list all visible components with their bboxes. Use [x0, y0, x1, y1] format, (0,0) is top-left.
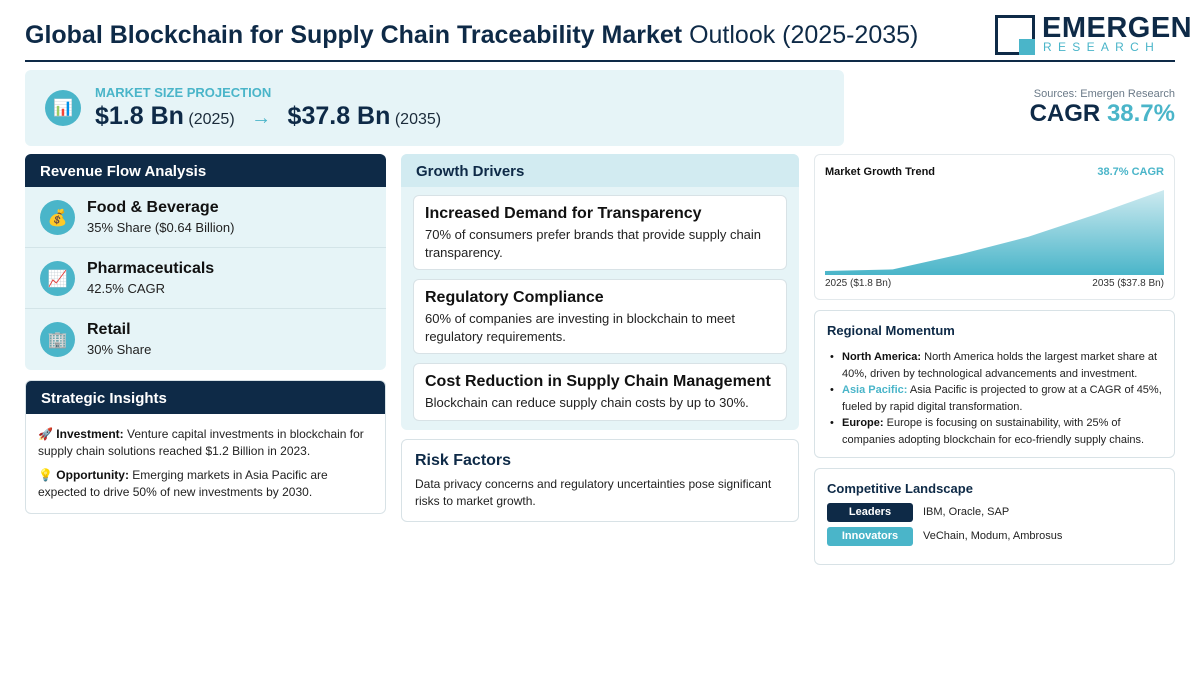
emergen-logo: EMERGEN RESEARCH	[995, 12, 1192, 56]
revenue-flow-title: Revenue Flow Analysis	[25, 154, 386, 187]
trend-x-end-label: 2035 ($37.8 Bn)	[1092, 278, 1164, 289]
driver-title: Cost Reduction in Supply Chain Managemen…	[425, 373, 771, 390]
cagr-value: 38.7%	[1106, 100, 1175, 127]
revenue-item-detail: 42.5% CAGR	[87, 281, 166, 296]
insight-label: Investment:	[56, 427, 124, 441]
revenue-item-detail: 30% Share	[87, 342, 152, 357]
revenue-item-name: Pharmaceuticals	[87, 260, 215, 277]
driver-title: Increased Demand for Transparency	[425, 205, 702, 222]
sources-note: Sources: Emergen Research	[1033, 88, 1175, 100]
projection-end-value: $37.8 Bn	[287, 102, 391, 130]
revenue-item-pharmaceuticals: 📈 Pharmaceuticals 42.5% CAGR	[25, 248, 386, 309]
region-name: North America:	[842, 351, 922, 363]
revenue-item-food-beverage: 💰 Food & Beverage 35% Share ($0.64 Billi…	[25, 187, 386, 248]
logo-name: EMERGEN	[1042, 12, 1193, 44]
risk-factors-text: Data privacy concerns and regulatory unc…	[415, 477, 772, 508]
market-growth-trend-chart: Market Growth Trend 38.7% CAGR 2025 ($1.…	[814, 154, 1175, 300]
leaders-badge: Leaders	[827, 503, 913, 522]
insight-text: Emerging markets in Asia Pacific are exp…	[38, 468, 328, 499]
risk-factors-title: Risk Factors	[415, 452, 512, 469]
growth-drivers-title: Growth Drivers	[401, 154, 799, 187]
region-item-europe: Europe: Europe is focusing on sustainabi…	[827, 415, 1162, 448]
driver-text: 60% of companies are investing in blockc…	[425, 311, 736, 344]
page-header: Global Blockchain for Supply Chain Trace…	[25, 12, 1192, 62]
strategic-insights-body: 🚀 Investment: Venture capital investment…	[26, 414, 385, 513]
driver-card-regulatory: Regulatory Compliance 60% of companies a…	[413, 279, 787, 354]
projection-values: $1.8 Bn (2025) → $37.8 Bn (2035)	[95, 102, 441, 131]
trend-area-series	[825, 190, 1164, 275]
projection-label: MARKET SIZE PROJECTION	[95, 85, 272, 100]
insight-label: Opportunity:	[56, 468, 129, 482]
trend-title: Market Growth Trend	[825, 166, 936, 178]
trend-area-plot	[825, 190, 1164, 275]
region-text: Asia Pacific is projected to grow at a C…	[842, 384, 1162, 413]
region-name: Europe:	[842, 417, 884, 429]
money-bag-icon: 💰	[40, 200, 75, 235]
trend-up-icon: 📈	[40, 261, 75, 296]
competitor-list: VeChain, Modum, Ambrosus	[923, 530, 1063, 542]
cagr-label: CAGR	[1029, 100, 1101, 127]
building-icon: 🏢	[40, 322, 75, 357]
region-item-asia-pacific: Asia Pacific: Asia Pacific is projected …	[827, 382, 1162, 415]
growth-drivers-panel: Growth Drivers Increased Demand for Tran…	[401, 154, 799, 430]
logo-mark-icon	[995, 15, 1035, 55]
regional-list: North America: North America holds the l…	[827, 349, 1162, 448]
trend-cagr: 38.7% CAGR	[1097, 166, 1164, 178]
lightbulb-icon: 💡	[38, 468, 53, 482]
page-title-light: Outlook (2025-2035)	[689, 21, 919, 49]
driver-title: Regulatory Compliance	[425, 289, 604, 306]
strategic-insights-title: Strategic Insights	[26, 381, 385, 414]
competitive-landscape-panel: Competitive Landscape Leaders IBM, Oracl…	[814, 468, 1175, 565]
page-title: Global Blockchain for Supply Chain Trace…	[25, 21, 918, 50]
revenue-item-name: Retail	[87, 321, 131, 338]
risk-factors-panel: Risk Factors Data privacy concerns and r…	[401, 439, 799, 522]
driver-text: Blockchain can reduce supply chain costs…	[425, 395, 749, 410]
bar-chart-icon: 📊	[45, 90, 81, 126]
insight-investment: 🚀 Investment: Venture capital investment…	[38, 426, 373, 459]
projection-start-value: $1.8 Bn	[95, 102, 184, 130]
revenue-flow-panel: Revenue Flow Analysis 💰 Food & Beverage …	[25, 154, 386, 370]
revenue-item-detail: 35% Share ($0.64 Billion)	[87, 220, 235, 235]
trend-x-start-label: 2025 ($1.8 Bn)	[825, 278, 892, 289]
revenue-item-name: Food & Beverage	[87, 199, 219, 216]
revenue-item-retail: 🏢 Retail 30% Share	[25, 309, 386, 370]
regional-momentum-panel: Regional Momentum North America: North A…	[814, 310, 1175, 458]
logo-subtitle: RESEARCH	[1043, 40, 1161, 54]
region-text: Europe is focusing on sustainability, wi…	[842, 417, 1145, 446]
insight-opportunity: 💡 Opportunity: Emerging markets in Asia …	[38, 467, 373, 500]
region-name: Asia Pacific:	[842, 384, 908, 396]
projection-end-year: (2035)	[394, 111, 442, 128]
competitor-row-innovators: Innovators VeChain, Modum, Ambrosus	[827, 527, 1162, 551]
driver-card-cost-reduction: Cost Reduction in Supply Chain Managemen…	[413, 363, 787, 421]
strategic-insights-panel: Strategic Insights 🚀 Investment: Venture…	[25, 380, 386, 514]
region-item-north-america: North America: North America holds the l…	[827, 349, 1162, 382]
competitor-list: IBM, Oracle, SAP	[923, 506, 1010, 518]
projection-start-year: (2025)	[188, 111, 235, 128]
market-size-projection: 📊 MARKET SIZE PROJECTION $1.8 Bn (2025) …	[25, 70, 844, 146]
competitive-landscape-title: Competitive Landscape	[827, 481, 973, 496]
innovators-badge: Innovators	[827, 527, 913, 546]
rocket-icon: 🚀	[38, 427, 53, 441]
insight-text: Venture capital investments in blockchai…	[38, 427, 364, 458]
region-text: North America holds the largest market s…	[842, 351, 1158, 380]
competitor-row-leaders: Leaders IBM, Oracle, SAP	[827, 503, 1162, 527]
driver-text: 70% of consumers prefer brands that prov…	[425, 227, 762, 260]
page-title-bold: Global Blockchain for Supply Chain Trace…	[25, 21, 683, 49]
right-arrow-icon: →	[251, 107, 272, 129]
driver-card-transparency: Increased Demand for Transparency 70% of…	[413, 195, 787, 270]
cagr-summary: CAGR 38.7%	[1030, 100, 1175, 128]
regional-momentum-title: Regional Momentum	[827, 323, 955, 338]
